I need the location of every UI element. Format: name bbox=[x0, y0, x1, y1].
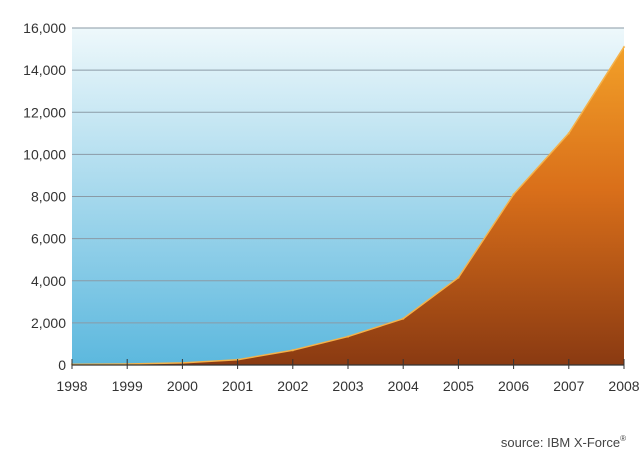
x-tick-label: 1998 bbox=[56, 378, 87, 394]
data-point bbox=[567, 132, 570, 135]
y-tick-label: 2,000 bbox=[31, 315, 66, 331]
data-point bbox=[402, 317, 405, 320]
data-point bbox=[457, 276, 460, 279]
x-tick-label: 2005 bbox=[443, 378, 474, 394]
y-tick-label: 6,000 bbox=[31, 231, 66, 247]
data-point bbox=[512, 193, 515, 196]
series-area bbox=[72, 46, 624, 366]
x-tick-label: 2001 bbox=[222, 378, 253, 394]
y-tick-label: 14,000 bbox=[23, 62, 66, 78]
y-tick-label: 0 bbox=[58, 357, 66, 373]
data-point bbox=[291, 349, 294, 352]
source-note: source: IBM X-Force® bbox=[501, 434, 626, 450]
y-tick-label: 16,000 bbox=[23, 20, 66, 36]
x-tick-label: 2008 bbox=[608, 378, 639, 394]
x-tick-label: 2007 bbox=[553, 378, 584, 394]
gridlines bbox=[72, 27, 624, 324]
x-tick-label: 2004 bbox=[388, 378, 419, 394]
y-tick-label: 10,000 bbox=[23, 146, 66, 162]
x-tick-label: 2000 bbox=[167, 378, 198, 394]
y-tick-label: 8,000 bbox=[31, 189, 66, 205]
x-axis-ticks: 1998 1999 2000 2001 2002 2003 2004 2005 2006 2007… bbox=[56, 359, 640, 394]
data-point bbox=[622, 45, 626, 49]
x-tick-label: 2002 bbox=[277, 378, 308, 394]
y-tick-label: 12,000 bbox=[23, 104, 66, 120]
y-tick-label: 4,000 bbox=[31, 273, 66, 289]
x-tick-label: 1999 bbox=[112, 378, 143, 394]
x-tick-label: 2006 bbox=[498, 378, 529, 394]
source-text: source: IBM X-Force bbox=[501, 435, 620, 450]
y-axis-ticks: 0 2,000 4,000 6,000 8,000 10,000 12,000 14,000 1… bbox=[23, 20, 66, 373]
registered-mark: ® bbox=[620, 434, 626, 443]
data-point bbox=[346, 335, 350, 338]
x-tick-label: 2003 bbox=[332, 378, 363, 394]
